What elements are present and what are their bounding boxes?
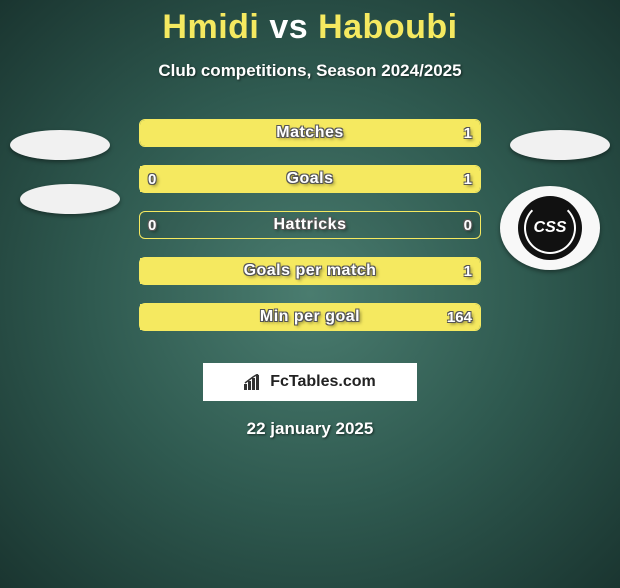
stat-value-right: 1 <box>464 120 472 146</box>
stat-bar: Goals per match1 <box>139 257 481 285</box>
stat-bar: Matches1 <box>139 119 481 147</box>
stat-value-right: 1 <box>464 258 472 284</box>
stat-label: Min per goal <box>140 304 480 330</box>
stat-bar: Min per goal164 <box>139 303 481 331</box>
chart-icon <box>244 374 264 390</box>
stat-row: Matches1 <box>0 119 620 165</box>
player2-name: Haboubi <box>318 8 457 46</box>
page-title: Hmidi vs Haboubi <box>0 8 620 47</box>
stat-bar: 0Hattricks0 <box>139 211 481 239</box>
stat-label: Goals per match <box>140 258 480 284</box>
stat-value-right: 0 <box>464 212 472 238</box>
vs-text: vs <box>269 8 308 46</box>
stats-rows: Matches10Goals10Hattricks0Goals per matc… <box>0 119 620 349</box>
player1-name: Hmidi <box>162 8 259 46</box>
stat-row: 0Goals1 <box>0 165 620 211</box>
subtitle: Club competitions, Season 2024/2025 <box>0 61 620 81</box>
stat-value-right: 1 <box>464 166 472 192</box>
credit-badge[interactable]: FcTables.com <box>203 363 417 401</box>
credit-text: FcTables.com <box>270 373 376 391</box>
stat-bar: 0Goals1 <box>139 165 481 193</box>
stat-label: Goals <box>140 166 480 192</box>
stat-value-right: 164 <box>447 304 472 330</box>
stat-row: 0Hattricks0 <box>0 211 620 257</box>
stat-row: Min per goal164 <box>0 303 620 349</box>
stat-row: Goals per match1 <box>0 257 620 303</box>
stat-label: Hattricks <box>140 212 480 238</box>
date-text: 22 january 2025 <box>0 419 620 439</box>
stat-label: Matches <box>140 120 480 146</box>
